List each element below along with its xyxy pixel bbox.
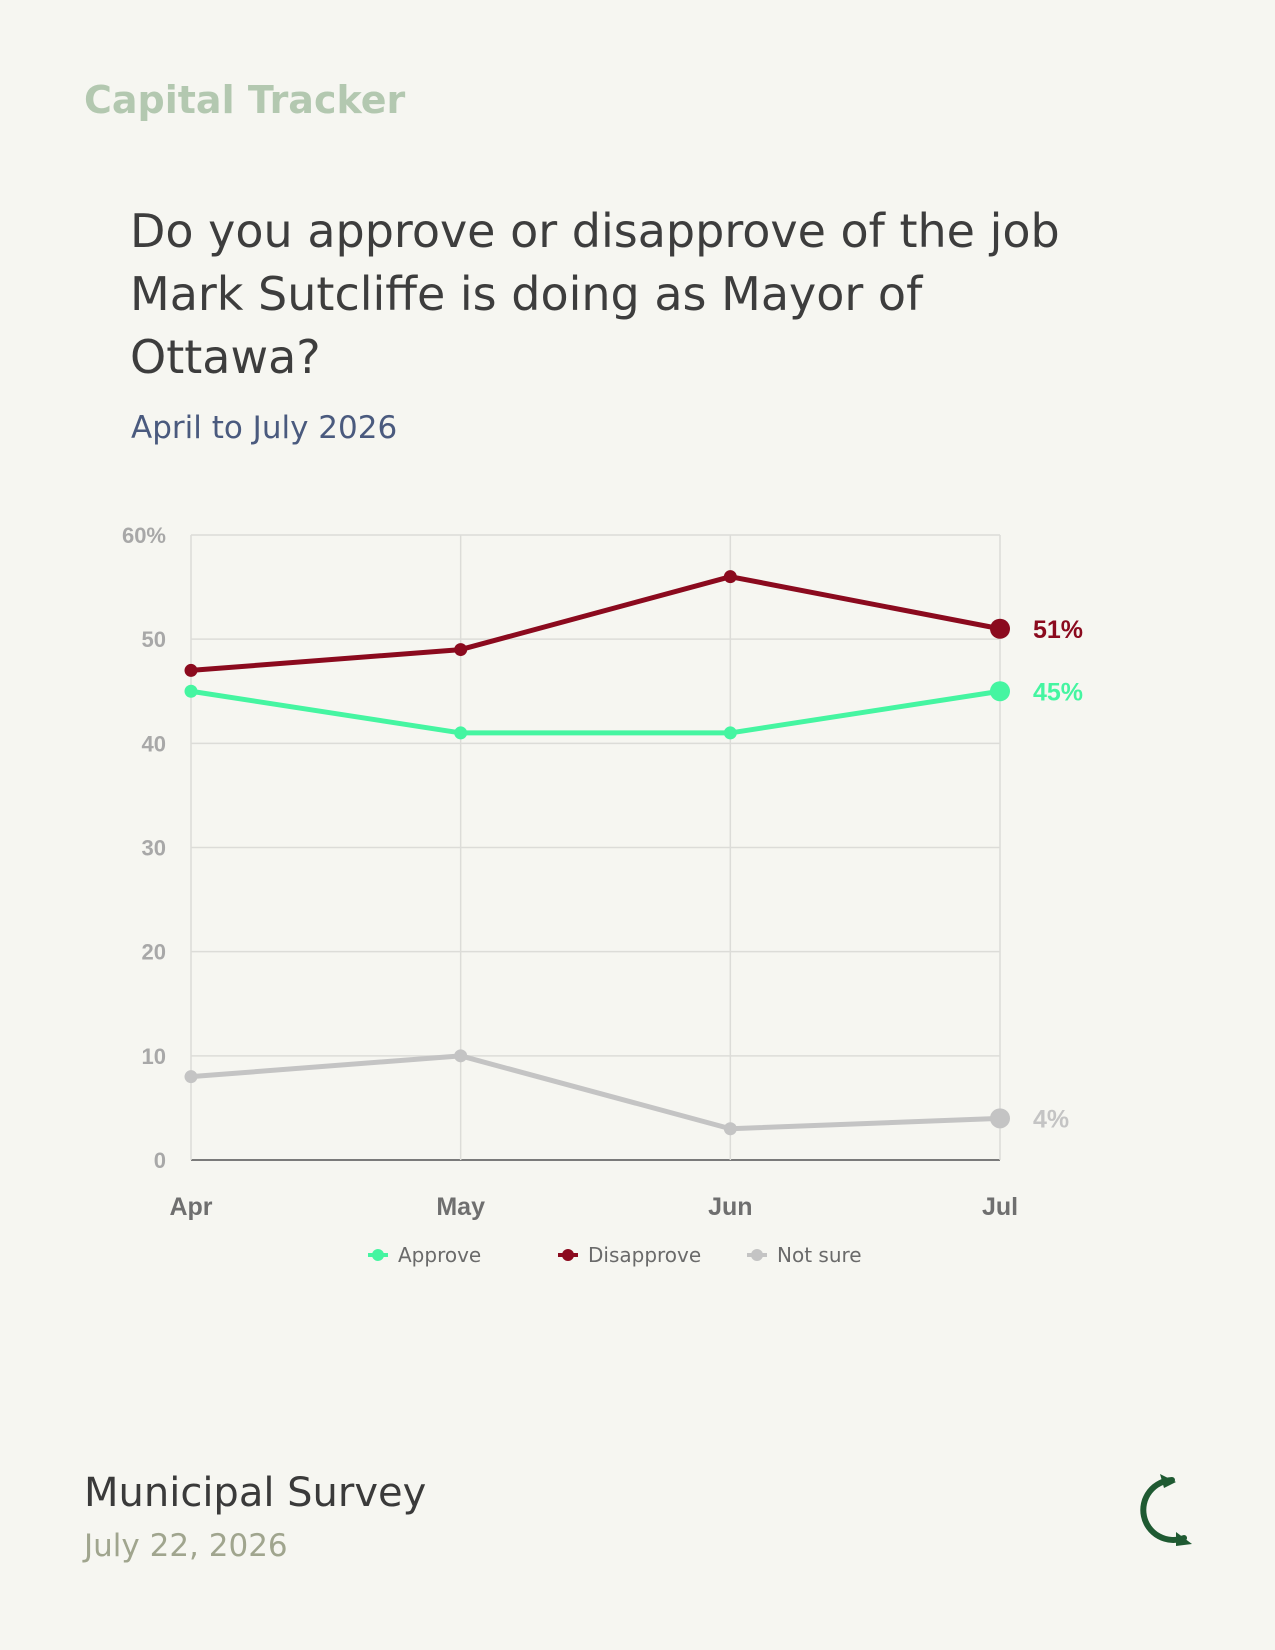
y-tick-label: 20 xyxy=(142,940,166,965)
y-axis-ticks: 0 10 20 30 40 50 60% xyxy=(122,523,166,1173)
line-chart: 0 10 20 30 40 50 60% Apr May Jun Jul 45% 51% 4% App… xyxy=(122,523,1083,1267)
legend-label: Disapprove xyxy=(588,1243,701,1267)
data-point-disapprove xyxy=(454,643,468,657)
data-point-not-sure xyxy=(184,1070,198,1084)
c-arc-logo-icon xyxy=(1140,1474,1192,1546)
data-point-disapprove xyxy=(723,570,737,584)
data-point-not-sure xyxy=(723,1122,737,1136)
series-line-disapprove xyxy=(188,574,1003,673)
data-point-not-sure xyxy=(990,1108,1010,1129)
y-tick-label: 60% xyxy=(122,523,166,548)
x-tick-label: May xyxy=(436,1193,485,1221)
x-tick-label: Apr xyxy=(169,1193,212,1221)
legend-swatch-dot xyxy=(562,1249,574,1261)
data-point-approve xyxy=(723,726,737,740)
end-label-disapprove: 51% xyxy=(1033,616,1083,644)
end-label-not-sure: 4% xyxy=(1033,1105,1069,1133)
y-tick-label: 50 xyxy=(142,627,166,652)
data-point-not-sure xyxy=(454,1049,468,1063)
x-tick-label: Jul xyxy=(982,1193,1018,1221)
legend-swatch-dot xyxy=(751,1249,763,1261)
data-point-approve xyxy=(454,726,468,740)
footer-date: July 22, 2026 xyxy=(84,1528,288,1564)
data-point-disapprove xyxy=(990,618,1010,639)
y-tick-label: 10 xyxy=(142,1044,166,1069)
chart-title: Do you approve or disapprove of the job … xyxy=(130,204,1060,384)
y-tick-label: 40 xyxy=(142,731,166,756)
legend-item-disapprove: Disapprove xyxy=(558,1243,701,1267)
data-point-approve xyxy=(184,684,198,698)
legend-item-approve: Approve xyxy=(368,1243,481,1267)
data-point-approve xyxy=(990,681,1010,702)
x-axis-ticks: Apr May Jun Jul xyxy=(169,1193,1018,1221)
chart-legend: Approve Disapprove Not sure xyxy=(368,1243,862,1267)
chart-grid xyxy=(190,534,1001,1161)
footer-title: Municipal Survey xyxy=(84,1470,427,1516)
series-line-approve xyxy=(188,688,1003,736)
series-line-not-sure xyxy=(188,1053,1003,1132)
x-tick-label: Jun xyxy=(708,1193,752,1221)
legend-item-not-sure: Not sure xyxy=(747,1243,862,1267)
brand-title: Capital Tracker xyxy=(84,78,406,122)
data-point-disapprove xyxy=(184,663,198,677)
end-label-approve: 45% xyxy=(1033,678,1083,706)
y-tick-label: 0 xyxy=(154,1148,166,1173)
chart-subtitle: April to July 2026 xyxy=(131,410,398,446)
legend-label: Approve xyxy=(398,1243,481,1267)
y-tick-label: 30 xyxy=(142,836,166,861)
legend-swatch-dot xyxy=(372,1249,384,1261)
series-lines: 45% 51% 4% xyxy=(184,570,1083,1136)
legend-label: Not sure xyxy=(777,1243,862,1267)
